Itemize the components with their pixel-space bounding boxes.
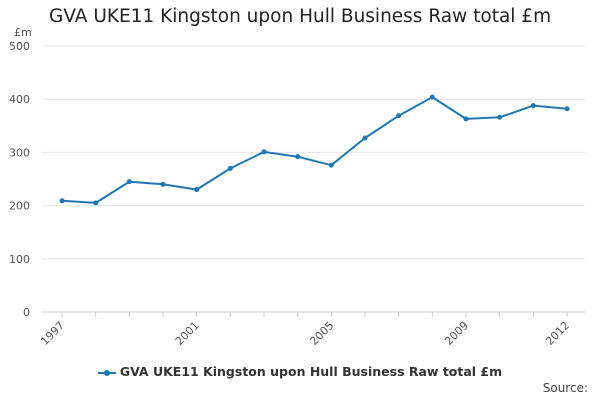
data-point-1997[interactable] xyxy=(59,198,65,204)
y-tick-label-300: 300 xyxy=(9,146,30,159)
x-tick-label-2001: 2001 xyxy=(173,319,202,348)
gridlines xyxy=(42,45,585,260)
y-axis-ticks: 0 100 200 300 400 500 xyxy=(9,40,30,319)
series-line[interactable] xyxy=(59,94,570,206)
data-point-2007[interactable] xyxy=(396,113,402,119)
data-point-1998[interactable] xyxy=(93,200,99,206)
x-tick-label-2012: 2012 xyxy=(543,319,572,348)
data-point-2010[interactable] xyxy=(497,114,503,120)
data-point-1999[interactable] xyxy=(126,179,132,185)
x-tick-label-1997: 1997 xyxy=(38,319,67,348)
y-tick-label-100: 100 xyxy=(9,253,30,266)
source-label: Source: xyxy=(542,381,588,395)
data-point-2011[interactable] xyxy=(530,103,536,109)
legend-swatch-icon xyxy=(97,368,116,378)
data-point-2005[interactable] xyxy=(328,162,334,168)
data-point-2006[interactable] xyxy=(362,135,368,141)
x-axis: 1997 2001 2005 2009 2012 xyxy=(38,311,585,348)
data-point-2000[interactable] xyxy=(160,181,166,187)
chart-title: GVA UKE11 Kingston upon Hull Business Ra… xyxy=(49,6,552,27)
legend-label: GVA UKE11 Kingston upon Hull Business Ra… xyxy=(119,364,503,379)
x-tick-label-2005: 2005 xyxy=(307,319,336,348)
legend[interactable]: GVA UKE11 Kingston upon Hull Business Ra… xyxy=(0,364,600,379)
x-tick-label-2009: 2009 xyxy=(442,319,471,348)
data-point-2001[interactable] xyxy=(194,187,200,193)
data-point-2003[interactable] xyxy=(261,149,267,155)
y-tick-label-400: 400 xyxy=(9,93,30,106)
data-point-2008[interactable] xyxy=(429,94,435,100)
data-point-2004[interactable] xyxy=(295,154,301,160)
data-point-2009[interactable] xyxy=(463,116,469,122)
y-tick-label-200: 200 xyxy=(9,200,30,213)
series-line-0[interactable] xyxy=(61,96,568,204)
y-tick-label-500: 500 xyxy=(9,40,30,53)
y-tick-label-0: 0 xyxy=(23,306,30,319)
y-axis-unit-label: £m xyxy=(14,26,32,39)
data-point-2002[interactable] xyxy=(227,165,233,171)
data-point-2012[interactable] xyxy=(564,106,570,112)
